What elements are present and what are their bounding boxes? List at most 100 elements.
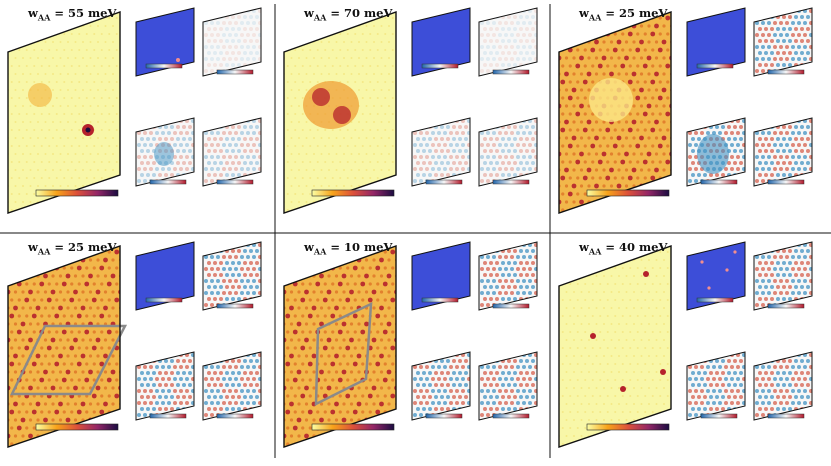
w-value: = 40 meV (601, 240, 668, 254)
w-symbol: w (579, 240, 589, 254)
inset-nz-colorbar (767, 303, 805, 309)
inset-nn-frame (135, 241, 195, 311)
moire-cell-outline (314, 301, 373, 407)
density-blob (28, 83, 52, 107)
density-peak-core (85, 127, 91, 133)
density-colorbar (311, 423, 395, 431)
inset-ny-colorbar (216, 179, 254, 185)
inset-nz-colorbar (767, 69, 805, 75)
inset-ny-colorbar (216, 413, 254, 419)
inset-nx-frame (135, 351, 195, 421)
density-peak (620, 386, 626, 392)
density-colorbar (586, 189, 670, 197)
w-symbol: w (304, 240, 314, 254)
w-subscript: AA (588, 12, 602, 23)
inset-nx-colorbar (700, 179, 738, 185)
inset-ny-colorbar (492, 179, 530, 185)
inset-nn-colorbar (145, 63, 183, 69)
w-symbol: w (28, 240, 38, 254)
inset-nn-colorbar (421, 63, 459, 69)
density-peak (312, 88, 330, 106)
inset-ny-frame (478, 117, 538, 187)
density-peak (688, 349, 694, 355)
inset-nz-colorbar (492, 69, 530, 75)
inset-nz-frame (753, 241, 813, 311)
inset-nz-map (754, 8, 812, 76)
w-subscript: AA (313, 12, 327, 23)
inset-nx-frame (686, 117, 746, 187)
inset-ny-frame (202, 117, 262, 187)
w-symbol: w (28, 6, 38, 20)
density-peak (660, 369, 666, 375)
inset-ny-map (479, 352, 537, 420)
inset-nz-frame (478, 241, 538, 311)
inset-ny-colorbar (492, 413, 530, 419)
inset-nx-frame (411, 351, 471, 421)
density-frame (283, 245, 397, 448)
inset-nn-frame (411, 241, 471, 311)
w-aa-value: wAA = 55 meV (28, 6, 116, 25)
w-aa-value: wAA = 25 meV (579, 6, 667, 25)
density-peak (590, 333, 596, 339)
inset-nx-colorbar (700, 413, 738, 419)
inset-nz-colorbar (216, 69, 254, 75)
density-frame (283, 11, 397, 214)
inset-ny-frame (753, 351, 813, 421)
w-aa-value: wAA = 70 meV (304, 6, 392, 25)
inset-nx-colorbar (149, 413, 187, 419)
inset-ny-colorbar (767, 413, 805, 419)
w-aa-value: wAA = 40 meV (579, 240, 667, 259)
density-map (8, 246, 120, 447)
inset-ny-frame (202, 351, 262, 421)
inset-nn-colorbar (145, 297, 183, 303)
inset-nx-frame (686, 351, 746, 421)
inset-nx-frame (411, 117, 471, 187)
w-value: = 70 meV (326, 6, 393, 20)
w-symbol: w (579, 6, 589, 20)
density-colorbar (35, 189, 119, 197)
w-symbol: w (304, 6, 314, 20)
density-peak (643, 271, 649, 277)
density-hole (589, 78, 633, 122)
density-peak (333, 106, 351, 124)
density-frame (7, 245, 121, 448)
inset-ny-frame (753, 117, 813, 187)
w-value: = 25 meV (50, 240, 117, 254)
w-value: = 55 meV (50, 6, 117, 20)
inset-nz-frame (202, 241, 262, 311)
w-aa-value: wAA = 10 meV (304, 240, 392, 259)
inset-nn-frame (686, 7, 746, 77)
inset-nn-frame (135, 7, 195, 77)
inset-nn-colorbar (421, 297, 459, 303)
inset-ny-frame (478, 351, 538, 421)
w-subscript: AA (37, 12, 51, 23)
w-subscript: AA (313, 246, 327, 257)
inset-nn-colorbar (696, 63, 734, 69)
density-peak (673, 307, 679, 313)
w-aa-value: wAA = 25 meV (28, 240, 116, 259)
density-blob (303, 81, 359, 129)
inset-nz-colorbar (216, 303, 254, 309)
w-subscript: AA (37, 246, 51, 257)
density-frame (558, 245, 672, 448)
w-value: = 25 meV (601, 6, 668, 20)
density-frame (7, 11, 121, 214)
inset-nz-frame (753, 7, 813, 77)
inset-nn-frame (686, 241, 746, 311)
density-frame (558, 11, 672, 214)
density-colorbar (35, 423, 119, 431)
density-colorbar (311, 189, 395, 197)
inset-nn-frame (411, 7, 471, 77)
w-subscript: AA (588, 246, 602, 257)
inset-nz-frame (202, 7, 262, 77)
moire-cell-outline (10, 324, 128, 396)
inset-nx-frame (135, 117, 195, 187)
inset-nz-colorbar (492, 303, 530, 309)
density-colorbar (586, 423, 670, 431)
inset-nx-colorbar (149, 179, 187, 185)
inset-nx-colorbar (425, 179, 463, 185)
inset-nz-frame (478, 7, 538, 77)
w-value: = 10 meV (326, 240, 393, 254)
